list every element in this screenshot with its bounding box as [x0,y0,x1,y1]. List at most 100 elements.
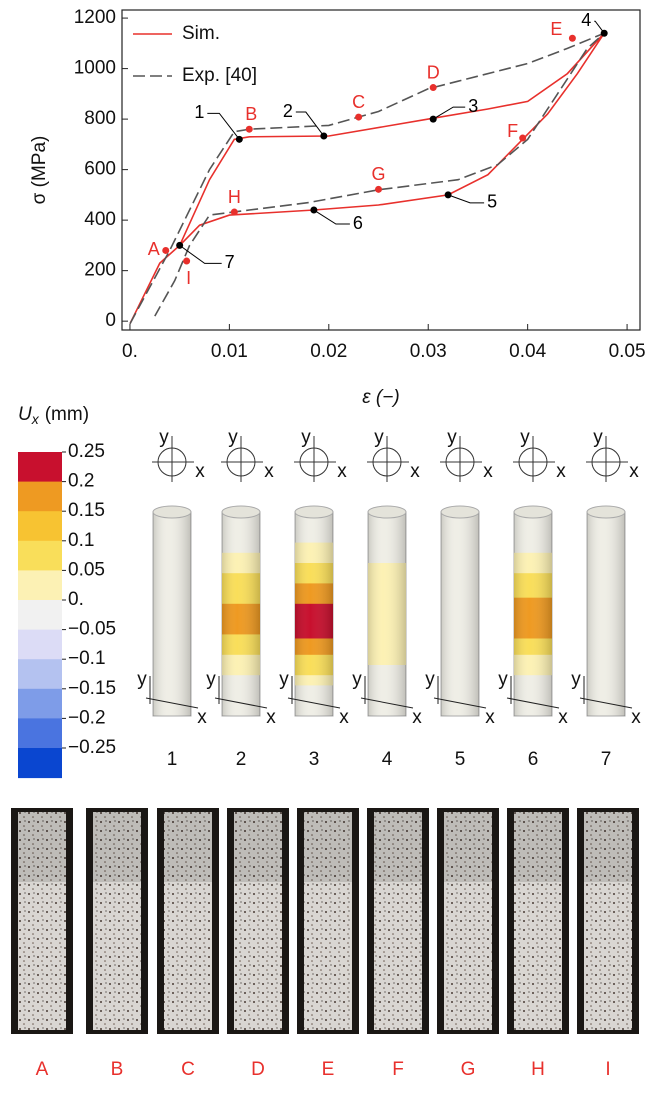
axis-label: x [412,707,422,728]
photo-top-shade [164,812,212,882]
colorbar-symbol: U [18,404,32,425]
y-tick-label: 0 [105,310,116,331]
photo-specimen [234,812,282,1030]
marker-label: A [148,239,160,259]
colorbar-label: −0.2 [68,707,106,728]
colorbar-band [18,629,62,660]
axis-label: x [266,707,276,728]
axis-label: x [556,461,566,482]
axis-label: y [498,669,508,690]
colorbar-label: 0.25 [68,441,105,462]
photo-label: C [181,1059,195,1080]
photo-top-shade [584,812,632,882]
marker [320,132,328,140]
colorbar-label: 0.05 [68,559,105,580]
colorbar-band [18,540,62,571]
colorbar-band [18,659,62,690]
cylinder-shade [295,512,333,716]
marker [230,208,238,216]
leader-line [207,112,240,140]
y-axis-title: σ (MPa) [29,136,50,205]
marker-label: 3 [468,96,478,116]
frame-axis [579,697,633,709]
x-tick-label: 0.05 [609,341,646,362]
cylinder-shade [368,512,406,716]
marker [355,113,363,121]
axis-label: y [352,669,362,690]
y-tick-label: 1000 [74,58,116,79]
axis-label: x [339,707,349,728]
photo-label: G [461,1059,476,1080]
axis-label: x [197,707,207,728]
marker-label: 4 [581,10,591,30]
marker [429,84,437,92]
axis-label: y [447,427,457,448]
cylinder-shade [514,512,552,716]
marker-label: F [507,121,518,141]
marker [245,125,253,133]
y-tick-label: 400 [84,209,116,230]
colorbar-band [18,600,62,631]
colorbar-band [18,570,62,601]
axis-label: x [264,461,274,482]
cylinder-shade [222,512,260,716]
marker [162,246,170,254]
marker-label: I [186,268,191,288]
cylinder-label: 2 [236,749,247,770]
x-tick-label: 0.02 [310,341,347,362]
axis-label: y [571,669,581,690]
marker-label: B [245,104,257,124]
frame-axis [145,697,199,709]
x-tick-label: 0. [122,341,138,362]
axis-label: x [195,461,205,482]
marker [375,185,383,193]
colorbar-unit: (mm) [45,404,89,425]
colorbar-label: −0.15 [68,678,116,699]
marker [310,206,318,214]
axis-label: y [279,669,289,690]
cylinder-label: 5 [455,749,466,770]
marker-label: 6 [353,213,363,233]
axis-label: y [425,669,435,690]
leader-line [432,106,466,120]
legend-label: Exp. [40] [182,65,257,86]
cylinder-label: 7 [601,749,612,770]
x-tick-label: 0.03 [410,341,447,362]
marker [235,135,243,143]
axis-label: y [593,427,603,448]
colorbar-label: −0.05 [68,619,116,640]
colorbar-title: Ux (mm) [18,404,89,427]
cylinder-shade [441,512,479,716]
cylinder-label: 3 [309,749,320,770]
axis-label: y [206,669,216,690]
leader-line [594,20,605,34]
cylinder-top [367,505,407,519]
colorbar-band [18,748,62,779]
frame-axis [360,697,414,709]
photo-top-shade [444,812,492,882]
marker-label: E [550,19,562,39]
photo-top-shade [234,812,282,882]
marker-label: G [372,164,386,184]
y-tick-label: 600 [84,159,116,180]
photo-label: E [322,1059,335,1080]
axis-label: x [485,707,495,728]
axis-label: y [374,427,384,448]
axis-label: x [558,707,568,728]
cylinder-label: 4 [382,749,393,770]
cylinder-shade [587,512,625,716]
marker-label: 5 [487,192,497,212]
colorbar-subscript: x [31,411,40,427]
photo-top-shade [18,812,66,882]
photo-specimen [514,812,562,1030]
marker [519,134,527,142]
leader-line [447,194,485,204]
axis-label: x [410,461,420,482]
marker [176,241,184,249]
axis-label: x [629,461,639,482]
colorbar-label: −0.25 [68,737,116,758]
colorbar-label: 0.15 [68,500,105,521]
x-tick-label: 0.01 [211,341,248,362]
cylinder-shade [153,512,191,716]
